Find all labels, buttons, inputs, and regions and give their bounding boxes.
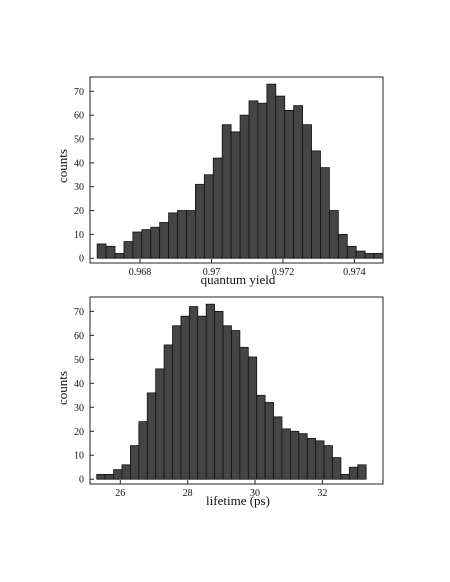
bar [323,445,333,480]
bar [132,231,143,259]
y-tick-label: 70 [74,87,84,98]
bar [172,325,182,480]
bar [302,124,312,259]
y-tick-label: 10 [74,451,84,462]
x-tick-label: 26 [115,488,125,499]
plot-frame [89,296,384,485]
bar [328,210,339,259]
y-tick-label: 50 [74,355,84,366]
bar [105,245,116,259]
bar [96,474,106,480]
y-tick-label: 40 [74,158,84,169]
bar [186,210,196,259]
bar [177,210,187,259]
bar [96,243,107,259]
bar [311,150,321,259]
bar [275,95,286,259]
bar [146,392,157,480]
bar [239,114,250,259]
plot-frame [89,76,384,264]
xlabel-lifetime: lifetime (ps) [206,493,270,508]
lifetime-histogram: counts lifetime (ps) 0 10 20 30 40 50 60 70 26 28… [55,296,384,508]
bar [289,430,300,480]
y-tick-label: 20 [74,206,84,217]
bar [188,306,199,480]
bar [163,344,173,480]
y-tick-label: 70 [74,307,84,318]
bar [248,100,259,259]
bar [222,325,232,480]
bar [266,83,277,259]
bar [159,222,170,259]
x-tick-label: 28 [183,488,193,499]
bar [346,245,357,259]
bar [180,315,190,480]
bar [197,315,207,480]
ylabel-quantum-yield: counts [55,149,70,183]
bar [264,402,274,480]
y-tick-label: 60 [74,111,84,122]
y-tick-label: 30 [74,182,84,193]
bar [113,469,123,480]
y-tick-label: 30 [74,403,84,414]
bar [221,124,232,259]
x-tick-label: 32 [317,488,327,499]
bar [256,394,266,480]
bar [373,253,384,259]
bar [203,174,214,259]
bar [214,310,224,480]
bar [306,438,317,480]
ylabel-lifetime: counts [55,371,70,405]
bar [257,102,268,259]
x-tick-label: 0.968 [129,267,152,278]
bar [281,428,291,480]
y-tick-label: 0 [79,475,84,486]
quantum-yield-histogram: counts quantum yield 0 10 20 30 40 50 60 70 0.96… [55,76,384,287]
bar [332,457,342,480]
bar [337,233,348,259]
bar [320,167,330,259]
bar [150,226,161,259]
bar [239,346,249,480]
bars [96,83,384,259]
y-tick-label: 50 [74,135,84,146]
x-tick-label: 0.97 [203,267,221,278]
xlabel-quantum-yield: quantum yield [201,272,276,287]
x-tick-label: 30 [250,488,260,499]
bar [364,253,375,259]
x-tick-label: 0.974 [343,267,366,278]
bar [155,368,165,480]
bar [348,466,359,480]
bar [168,212,178,259]
y-tick-label: 20 [74,427,84,438]
bar [195,183,205,259]
bar [114,253,125,259]
bar [357,464,367,480]
bars [96,303,367,480]
bar [293,105,304,259]
bar [138,421,148,480]
bar [230,131,241,259]
bar [104,474,114,480]
bar [315,440,325,480]
bar [205,303,216,480]
bar [355,250,366,259]
bar [121,464,131,480]
bar [130,445,140,480]
bar [123,241,134,259]
x-tick-label: 0.972 [272,267,295,278]
bar [212,157,223,259]
bar [247,356,258,480]
bar [284,109,295,259]
bar [141,229,152,259]
y-tick-label: 40 [74,379,84,390]
bar [231,330,241,480]
bar [273,416,283,480]
y-tick-label: 0 [79,254,84,265]
y-tick-label: 10 [74,230,84,241]
y-tick-label: 60 [74,331,84,342]
bar [298,433,308,480]
bar [340,474,350,480]
